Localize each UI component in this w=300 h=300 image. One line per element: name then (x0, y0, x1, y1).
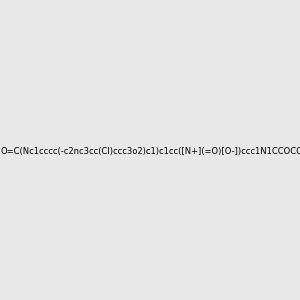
Text: O=C(Nc1cccc(-c2nc3cc(Cl)ccc3o2)c1)c1cc([N+](=O)[O-])ccc1N1CCOCC1: O=C(Nc1cccc(-c2nc3cc(Cl)ccc3o2)c1)c1cc([… (0, 147, 300, 156)
